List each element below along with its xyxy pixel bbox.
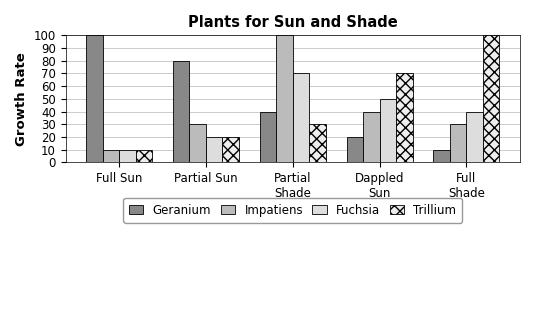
X-axis label: Sun Exposure: Sun Exposure (241, 206, 344, 219)
Bar (276, 35, 293, 162)
Bar (173, 61, 189, 162)
Bar (347, 137, 363, 162)
Bar (86, 35, 103, 162)
Bar (189, 124, 206, 162)
Y-axis label: Growth Rate: Growth Rate (15, 52, 28, 146)
Legend: Geranium, Impatiens, Fuchsia, Trillium: Geranium, Impatiens, Fuchsia, Trillium (124, 198, 462, 222)
Bar (136, 150, 152, 162)
Bar (119, 150, 136, 162)
Bar (293, 74, 309, 162)
Bar (260, 112, 276, 162)
Bar (363, 112, 379, 162)
Bar (206, 137, 223, 162)
Bar (450, 124, 467, 162)
Bar (103, 150, 119, 162)
Bar (223, 137, 239, 162)
Bar (396, 74, 412, 162)
Bar (433, 150, 450, 162)
Bar (309, 124, 326, 162)
Bar (467, 112, 483, 162)
Bar (379, 99, 396, 162)
Bar (483, 35, 499, 162)
Title: Plants for Sun and Shade: Plants for Sun and Shade (188, 15, 398, 30)
